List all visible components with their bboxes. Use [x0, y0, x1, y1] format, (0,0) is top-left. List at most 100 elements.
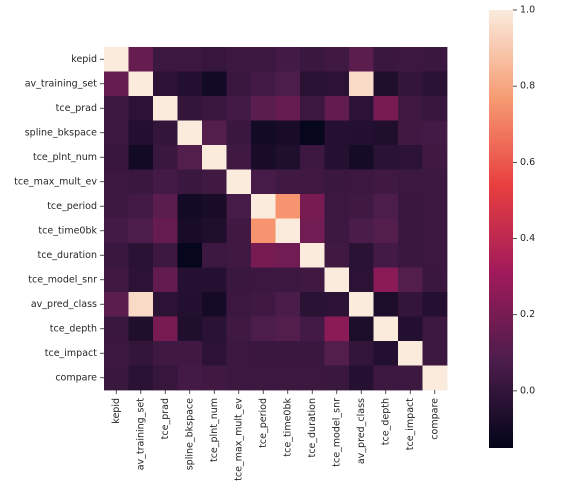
row-labels: kepid av_training_set tce_prad spline_bkspa…: [14, 54, 104, 383]
heatmap-cell-tce_impact-compare: [422, 341, 448, 366]
heatmap-cell-tce_impact-tce_model_snr: [324, 341, 350, 366]
heatmap-cell-tce_impact-tce_time0bk: [275, 341, 301, 366]
heatmap-cell-kepid-tce_max_mult_ev: [226, 47, 252, 72]
heatmap-cell-tce_model_snr-tce_plnt_num: [202, 267, 227, 293]
heatmap-cell-spline_bkspace-compare: [422, 120, 448, 146]
row-label-tce_duration: tce_duration: [37, 250, 97, 261]
column-label-av_pred_class: av_pred_class: [356, 398, 367, 464]
colorbar-tick-label: 0.0: [520, 385, 535, 396]
heatmap-cell-kepid-av_training_set: [128, 47, 154, 72]
heatmap-cell-tce_max_mult_ev-tce_time0bk: [275, 169, 301, 195]
heatmap-cell-tce_depth-compare: [422, 316, 448, 342]
row-label-tce_period: tce_period: [47, 201, 97, 212]
heatmap-cell-tce_depth-tce_period: [251, 316, 276, 342]
heatmap-cell-av_pred_class-tce_max_mult_ev: [226, 292, 252, 317]
heatmap-cell-compare-av_training_set: [128, 365, 154, 391]
heatmap-cell-tce_model_snr-tce_time0bk: [275, 267, 301, 293]
heatmap-cell-tce_depth-tce_prad: [153, 316, 178, 342]
heatmap-cell-compare-tce_depth: [373, 365, 399, 391]
heatmap-cell-tce_prad-av_pred_class: [349, 96, 374, 121]
heatmap-cell-tce_impact-av_training_set: [128, 341, 154, 366]
heatmap-cell-tce_impact-tce_prad: [153, 341, 178, 366]
colorbar-tick-label: 0.6: [520, 157, 535, 168]
heatmap-cell-spline_bkspace-kepid: [104, 120, 129, 146]
colorbar: [489, 10, 513, 448]
heatmap-cell-tce_time0bk-tce_plnt_num: [202, 218, 227, 244]
heatmap-cell-tce_period-tce_max_mult_ev: [226, 194, 252, 219]
heatmap-cell-av_pred_class-tce_time0bk: [275, 292, 301, 317]
heatmap-cell-tce_impact-tce_max_mult_ev: [226, 341, 252, 366]
heatmap-cell-kepid-tce_plnt_num: [202, 47, 227, 72]
heatmap-cell-tce_prad-kepid: [104, 96, 129, 121]
heatmap-cell-tce_duration-tce_plnt_num: [202, 243, 227, 268]
colorbar-tick-label: 0.4: [520, 233, 535, 244]
colorbar-tick-label: 1.0: [520, 5, 535, 16]
heatmap-cell-tce_model_snr-tce_max_mult_ev: [226, 267, 252, 293]
heatmap-cell-kepid-tce_model_snr: [324, 47, 350, 72]
heatmap-cell-tce_model_snr-av_training_set: [128, 267, 154, 293]
heatmap-cell-tce_depth-spline_bkspace: [177, 316, 203, 342]
heatmap-cell-kepid-tce_prad: [153, 47, 178, 72]
heatmap-cell-av_training_set-kepid: [104, 71, 129, 97]
heatmap-cell-tce_max_mult_ev-tce_depth: [373, 169, 399, 195]
row-label-av_pred_class: av_pred_class: [31, 299, 97, 310]
heatmap-cell-av_pred_class-kepid: [104, 292, 129, 317]
column-label-compare: compare: [429, 398, 440, 440]
heatmap-cell-kepid-tce_time0bk: [275, 47, 301, 72]
heatmap-cell-av_training_set-av_training_set: [128, 71, 154, 97]
heatmap-cell-tce_period-tce_impact: [398, 194, 423, 219]
heatmap-cell-av_pred_class-tce_depth: [373, 292, 399, 317]
heatmap-cell-tce_impact-tce_duration: [300, 341, 325, 366]
heatmap-cell-av_pred_class-tce_model_snr: [324, 292, 350, 317]
heatmap-cell-tce_period-kepid: [104, 194, 129, 219]
heatmap-cell-tce_model_snr-tce_model_snr: [324, 267, 350, 293]
heatmap-cell-tce_depth-tce_time0bk: [275, 316, 301, 342]
heatmap-cell-tce_prad-tce_depth: [373, 96, 399, 121]
heatmap-cell-compare-tce_duration: [300, 365, 325, 391]
heatmap-cell-av_training_set-tce_model_snr: [324, 71, 350, 97]
heatmap-cell-tce_duration-tce_max_mult_ev: [226, 243, 252, 268]
row-label-spline_bkspace: spline_bkspace: [25, 127, 97, 138]
column-label-tce_period: tce_period: [258, 398, 269, 448]
heatmap-cell-tce_model_snr-spline_bkspace: [177, 267, 203, 293]
heatmap-cell-tce_prad-tce_model_snr: [324, 96, 350, 121]
heatmap-cell-av_pred_class-compare: [422, 292, 448, 317]
heatmap-cell-av_pred_class-av_pred_class: [349, 292, 374, 317]
heatmap-cell-compare-tce_model_snr: [324, 365, 350, 391]
heatmap-cell-tce_duration-av_pred_class: [349, 243, 374, 268]
heatmap-cell-tce_period-tce_period: [251, 194, 276, 219]
heatmap-cell-kepid-tce_impact: [398, 47, 423, 72]
heatmap-cell-tce_max_mult_ev-av_training_set: [128, 169, 154, 195]
heatmap-cell-tce_plnt_num-tce_prad: [153, 145, 178, 170]
heatmap-cell-tce_depth-tce_impact: [398, 316, 423, 342]
heatmap-cell-kepid-spline_bkspace: [177, 47, 203, 72]
colorbar-tick-label: 0.2: [520, 309, 535, 320]
heatmap-cell-spline_bkspace-av_training_set: [128, 120, 154, 146]
row-label-tce_model_snr: tce_model_snr: [28, 274, 97, 285]
heatmap-cell-tce_duration-tce_period: [251, 243, 276, 268]
heatmap-cell-tce_plnt_num-compare: [422, 145, 448, 170]
heatmap-cell-tce_prad-compare: [422, 96, 448, 121]
heatmap-cell-spline_bkspace-tce_time0bk: [275, 120, 301, 146]
heatmap-cell-tce_max_mult_ev-av_pred_class: [349, 169, 374, 195]
heatmap-cell-av_training_set-tce_impact: [398, 71, 423, 97]
heatmap-cell-compare-tce_impact: [398, 365, 423, 391]
column-label-tce_depth: tce_depth: [380, 398, 391, 445]
heatmap-cell-tce_depth-kepid: [104, 316, 129, 342]
heatmap-cell-tce_plnt_num-tce_plnt_num: [202, 145, 227, 170]
heatmap-cell-tce_plnt_num-tce_max_mult_ev: [226, 145, 252, 170]
row-label-av_training_set: av_training_set: [25, 78, 98, 89]
heatmap-cell-spline_bkspace-tce_duration: [300, 120, 325, 146]
heatmap-cell-tce_period-tce_plnt_num: [202, 194, 227, 219]
heatmap-cell-tce_prad-tce_duration: [300, 96, 325, 121]
heatmap-cell-compare-kepid: [104, 365, 129, 391]
column-label-tce_plnt_num: tce_plnt_num: [209, 398, 220, 462]
heatmap-cell-tce_max_mult_ev-tce_max_mult_ev: [226, 169, 252, 195]
heatmap-cell-tce_plnt_num-tce_depth: [373, 145, 399, 170]
heatmap-cell-spline_bkspace-tce_period: [251, 120, 276, 146]
heatmap-cell-av_training_set-compare: [422, 71, 448, 97]
heatmap-cell-av_pred_class-tce_prad: [153, 292, 178, 317]
heatmap-cell-av_pred_class-av_training_set: [128, 292, 154, 317]
heatmap-cell-tce_max_mult_ev-tce_impact: [398, 169, 423, 195]
heatmap-cell-tce_time0bk-av_training_set: [128, 218, 154, 244]
